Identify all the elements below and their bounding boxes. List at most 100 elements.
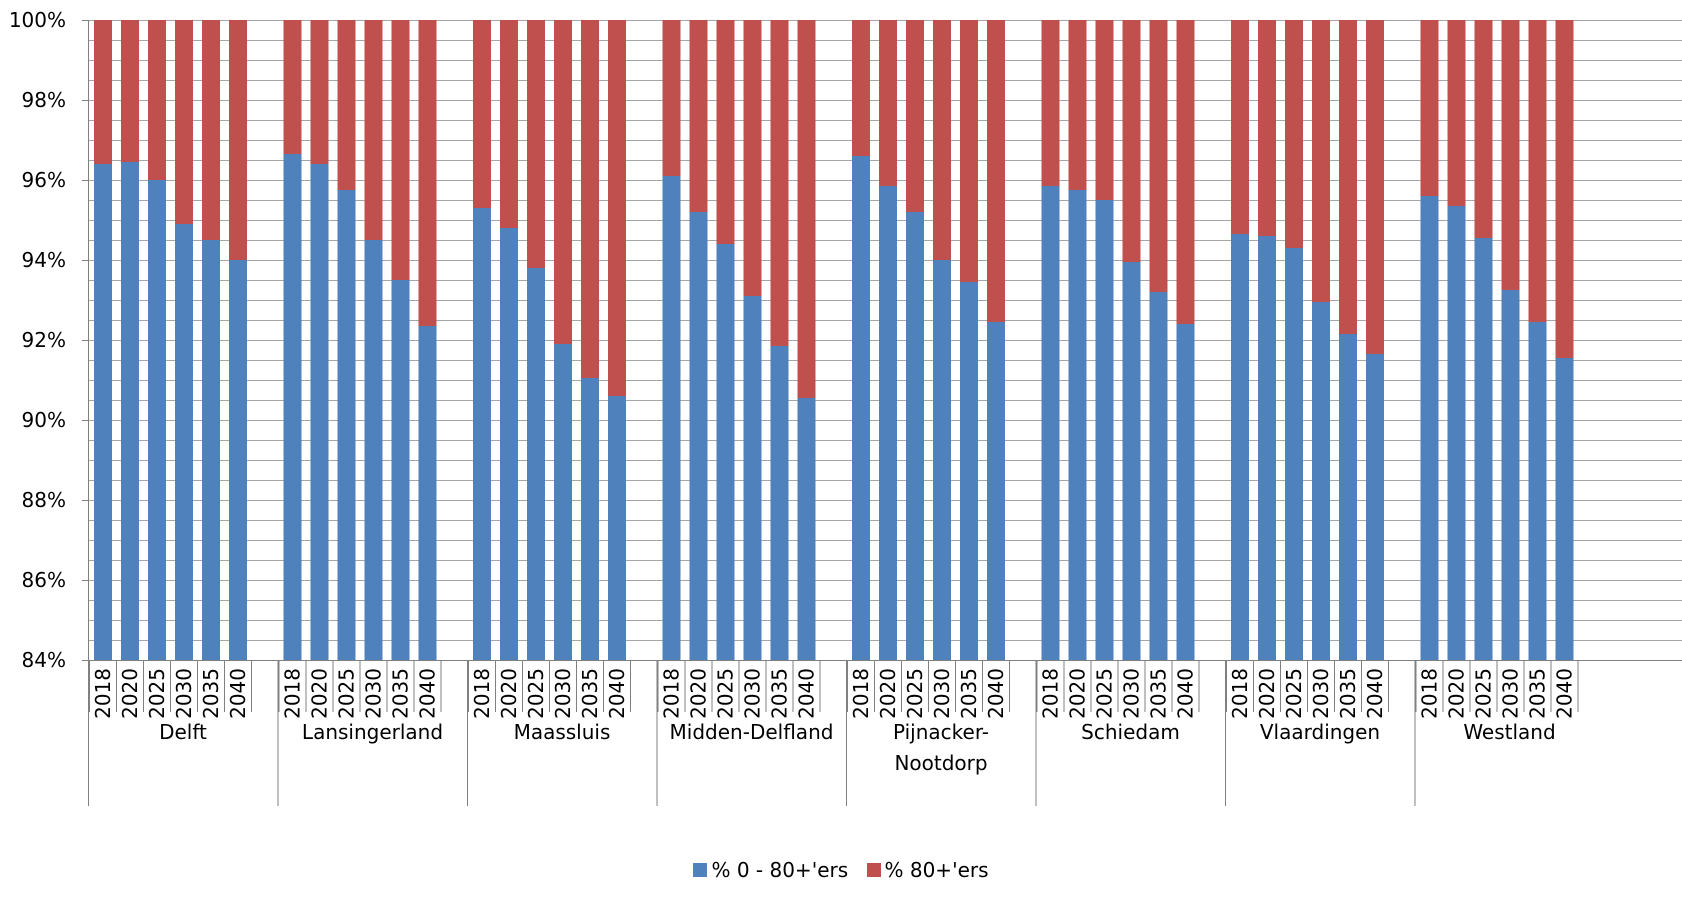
bar-80plus (121, 20, 139, 162)
bar-80plus (418, 20, 437, 326)
year-label: 2030 (551, 668, 575, 719)
year-label: 2040 (416, 668, 440, 719)
bar-80plus (364, 20, 383, 240)
year-label: 2020 (1445, 668, 1469, 719)
y-tick-label: 88% (22, 488, 66, 512)
bar-0-80 (391, 280, 410, 660)
year-label: 2025 (145, 668, 169, 719)
bar-0-80 (527, 268, 545, 660)
bar-0-80 (418, 326, 437, 660)
year-label: 2035 (1147, 668, 1171, 719)
legend-swatch-red (866, 863, 881, 877)
bar-80plus (527, 20, 545, 268)
bar-80plus (175, 20, 193, 224)
bar-80plus (283, 20, 302, 154)
bar-80plus (689, 20, 708, 212)
group-label: Westland (1463, 720, 1555, 744)
bar-0-80 (1528, 322, 1547, 660)
axes (82, 20, 1682, 806)
bar-80plus (473, 20, 491, 208)
y-tick-label: 100% (9, 8, 66, 32)
bar-80plus (1231, 20, 1249, 234)
year-label: 2018 (849, 668, 873, 719)
bar-80plus (1176, 20, 1195, 324)
year-label: 2030 (1120, 668, 1144, 719)
bar-80plus (1122, 20, 1141, 262)
bar-0-80 (906, 212, 924, 660)
group-label: Lansingerland (302, 720, 443, 744)
bar-80plus (662, 20, 681, 176)
y-tick-label: 98% (22, 88, 66, 112)
bar-80plus (960, 20, 978, 282)
bar-80plus (879, 20, 897, 186)
year-label: 2020 (118, 668, 142, 719)
year-label: 2025 (1472, 668, 1496, 719)
bar-80plus (1447, 20, 1466, 206)
year-label: 2040 (1363, 668, 1387, 719)
bar-0-80 (987, 322, 1005, 660)
year-label: 2025 (1093, 668, 1117, 719)
bar-80plus (770, 20, 789, 346)
year-label: 2020 (1066, 668, 1090, 719)
bar-80plus (1420, 20, 1439, 196)
year-label: 2035 (1526, 668, 1550, 719)
bar-0-80 (554, 344, 572, 660)
year-label: 2035 (578, 668, 602, 719)
bar-0-80 (933, 260, 951, 660)
legend-label-1: % 80+'ers (884, 858, 989, 882)
bar-80plus (581, 20, 599, 378)
year-label: 2018 (1228, 668, 1252, 719)
bar-80plus (797, 20, 816, 398)
year-label: 2040 (984, 668, 1008, 719)
bar-80plus (1474, 20, 1493, 238)
year-label: 2025 (335, 668, 359, 719)
group-label: Midden-Delfland (670, 720, 834, 744)
bar-80plus (310, 20, 329, 164)
year-label: 2018 (660, 668, 684, 719)
year-label: 2018 (1039, 668, 1063, 719)
bars (94, 20, 1574, 660)
year-label: 2025 (1282, 668, 1306, 719)
year-label: 2030 (1309, 668, 1333, 719)
year-label: 2035 (1336, 668, 1360, 719)
bar-80plus (1149, 20, 1168, 292)
group-label: Pijnacker- (893, 720, 989, 744)
year-label: 2030 (172, 668, 196, 719)
bar-0-80 (94, 164, 112, 660)
y-tick-label: 90% (22, 408, 66, 432)
group-label: Nootdorp (894, 751, 987, 775)
year-label: 2040 (1174, 668, 1198, 719)
bar-0-80 (1447, 206, 1466, 660)
bar-80plus (391, 20, 410, 280)
year-label: 2020 (1255, 668, 1279, 719)
year-label: 2025 (524, 668, 548, 719)
bar-0-80 (148, 180, 166, 660)
bar-80plus (554, 20, 572, 344)
bar-0-80 (743, 296, 762, 660)
bar-0-80 (1122, 262, 1141, 660)
bar-0-80 (121, 162, 139, 660)
bar-0-80 (879, 186, 897, 660)
bar-0-80 (960, 282, 978, 660)
bar-80plus (608, 20, 626, 396)
year-label: 2030 (741, 668, 765, 719)
year-label: 2030 (362, 668, 386, 719)
bar-80plus (94, 20, 112, 164)
bar-0-80 (1258, 236, 1276, 660)
year-label: 2018 (281, 668, 305, 719)
year-label: 2018 (1418, 668, 1442, 719)
bar-80plus (1339, 20, 1357, 334)
bar-0-80 (1041, 186, 1060, 660)
bar-80plus (1285, 20, 1303, 248)
legend: % 0 - 80+'ers % 80+'ers (0, 858, 1682, 882)
bar-80plus (148, 20, 166, 180)
bar-80plus (1528, 20, 1547, 322)
year-label: 2035 (199, 668, 223, 719)
y-tick-label: 96% (22, 168, 66, 192)
bar-0-80 (500, 228, 518, 660)
group-label: Maassluis (514, 720, 611, 744)
bar-0-80 (1420, 196, 1439, 660)
y-tick-label: 92% (22, 328, 66, 352)
bar-0-80 (1366, 354, 1384, 660)
